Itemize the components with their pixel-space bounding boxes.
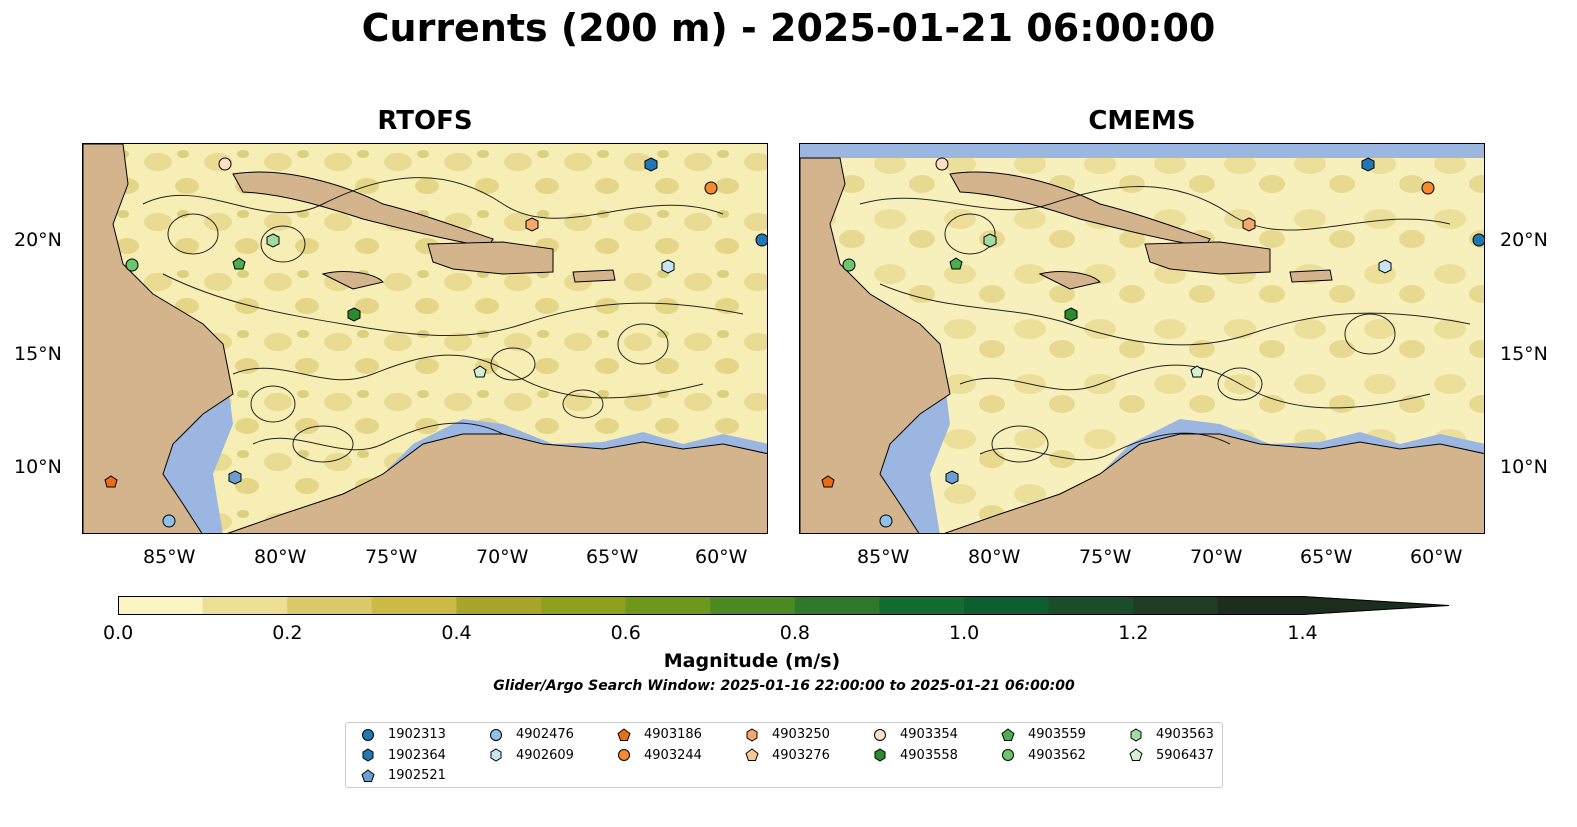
float-legend: 1902313 1902364 1902521 4902476 4902609 49031… (345, 722, 1223, 788)
legend-pentagon-marker-icon (1129, 748, 1143, 761)
legend-item-label: 1902521 (388, 768, 446, 783)
colorbar-label: Magnitude (m/s) (663, 650, 841, 672)
legend-pentagon-marker-icon (745, 748, 759, 761)
lon-tick-label: 60°W (695, 546, 748, 568)
lon-tick-label: 85°W (857, 546, 910, 568)
legend-hexagon-marker-icon (874, 748, 886, 762)
legend-item: 4903250 (744, 726, 830, 744)
legend-item: 4903559 (1000, 726, 1086, 744)
colorbar-segment (1133, 596, 1219, 615)
legend-circle-marker-icon (618, 749, 630, 761)
lon-tick-label: 85°W (143, 546, 196, 568)
search-window-caption: Glider/Argo Search Window: 2025-01-16 22… (493, 678, 1075, 694)
colorbar-segment (1217, 596, 1303, 615)
colorbar-tick-label: 0.0 (103, 622, 134, 644)
legend-circle-marker-icon (874, 728, 886, 741)
legend-hexagon-marker-icon (746, 727, 758, 742)
colorbar-segment (964, 596, 1050, 615)
colorbar-segment (1048, 596, 1134, 615)
legend-item-label: 4903563 (1156, 727, 1214, 742)
map-panel-rtofs (82, 143, 768, 534)
legend-item: 4903244 (616, 747, 702, 765)
lat-tick-label: 20°N (14, 229, 62, 251)
lon-tick-label: 70°W (476, 546, 529, 568)
colorbar-tick-label: 0.6 (610, 622, 641, 644)
colorbar-segment (456, 596, 542, 615)
legend-item-label: 4903186 (644, 727, 702, 742)
legend-item-label: 1902313 (388, 727, 446, 742)
colorbar-tick-label: 0.4 (441, 622, 472, 644)
legend-item: 1902521 (360, 767, 446, 785)
legend-pentagon-marker-icon (617, 727, 631, 741)
legend-item-label: 4903559 (1028, 727, 1086, 742)
legend-item: 4903354 (872, 726, 958, 744)
lon-tick-label: 75°W (1079, 546, 1132, 568)
colorbar-segment (879, 596, 965, 615)
legend-item-label: 4903244 (644, 747, 702, 763)
figure-title: Currents (200 m) - 2025-01-21 06:00:00 (361, 6, 1216, 50)
lat-tick-label: 15°N (1500, 343, 1548, 365)
colorbar-segment (118, 596, 204, 615)
lon-tick-label: 80°W (968, 546, 1021, 568)
panel-title-cmems: CMEMS (1088, 106, 1196, 136)
lat-tick-label: 15°N (14, 343, 62, 365)
lat-tick-label: 20°N (1500, 229, 1548, 251)
colorbar-outline (118, 596, 1450, 615)
legend-item: 4903186 (616, 726, 702, 744)
lon-tick-label: 80°W (254, 546, 307, 568)
lon-tick-label: 65°W (1300, 546, 1353, 568)
legend-pentagon-marker-icon (361, 768, 375, 782)
legend-hexagon-marker-icon (1130, 727, 1142, 742)
lon-tick-label: 65°W (586, 546, 639, 568)
legend-item: 1902313 (360, 726, 446, 744)
legend-item: 4903276 (744, 747, 830, 765)
legend-item-label: 4902609 (516, 747, 574, 763)
colorbar-segment (202, 596, 288, 615)
colorbar-segment (710, 596, 796, 615)
colorbar-segment (541, 596, 627, 615)
colorbar-segment (794, 596, 880, 615)
map-canvas-rtofs (83, 144, 767, 533)
legend-item-label: 5906437 (1156, 747, 1214, 763)
legend-item: 5906437 (1128, 747, 1214, 765)
colorbar-segment (625, 596, 711, 615)
legend-item: 4902609 (488, 747, 574, 765)
legend-item-label: 4903558 (900, 747, 958, 763)
legend-item-label: 1902364 (388, 747, 446, 763)
lon-tick-label: 75°W (365, 546, 418, 568)
legend-hexagon-marker-icon (362, 748, 374, 762)
legend-item-label: 4903250 (772, 727, 830, 742)
legend-item-label: 4903354 (900, 727, 958, 742)
map-canvas-cmems (800, 144, 1484, 533)
legend-circle-marker-icon (362, 728, 374, 741)
legend-item: 4902476 (488, 726, 574, 744)
legend-circle-marker-icon (490, 728, 502, 741)
legend-item-label: 4902476 (516, 727, 574, 742)
legend-hexagon-marker-icon (490, 748, 502, 762)
colorbar-tick-label: 0.8 (779, 622, 811, 644)
panel-title-rtofs: RTOFS (377, 106, 473, 136)
colorbar-extend-arrow (1302, 596, 1450, 615)
colorbar-tick-label: 1.2 (1118, 622, 1149, 644)
lon-tick-label: 70°W (1190, 546, 1243, 568)
legend-item: 4903562 (1000, 747, 1086, 765)
colorbar-tick-label: 1.4 (1287, 622, 1318, 644)
legend-item: 4903563 (1128, 726, 1214, 744)
colorbar-tick-label: 1.0 (949, 622, 980, 644)
legend-item: 4903558 (872, 747, 958, 765)
legend-circle-marker-icon (1002, 749, 1014, 761)
colorbar-tick-label: 0.2 (272, 622, 303, 644)
colorbar-segment (371, 596, 457, 615)
lat-tick-label: 10°N (1500, 456, 1548, 478)
legend-item-label: 4903562 (1028, 747, 1086, 763)
colorbar (118, 596, 1450, 615)
legend-item: 1902364 (360, 747, 446, 765)
legend-item-label: 4903276 (772, 747, 830, 763)
colorbar-segment (287, 596, 373, 615)
map-panel-cmems (799, 143, 1485, 534)
lat-tick-label: 10°N (14, 456, 62, 478)
lon-tick-label: 60°W (1410, 546, 1463, 568)
legend-pentagon-marker-icon (1001, 727, 1015, 741)
